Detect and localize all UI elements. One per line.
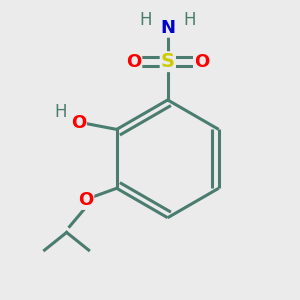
Text: H: H — [139, 11, 152, 29]
Text: O: O — [78, 191, 93, 209]
Text: O: O — [194, 53, 209, 71]
Text: H: H — [184, 11, 196, 29]
Text: S: S — [161, 52, 175, 71]
Text: H: H — [55, 103, 67, 121]
Text: O: O — [71, 115, 86, 133]
Text: O: O — [126, 53, 141, 71]
Text: N: N — [160, 19, 175, 37]
